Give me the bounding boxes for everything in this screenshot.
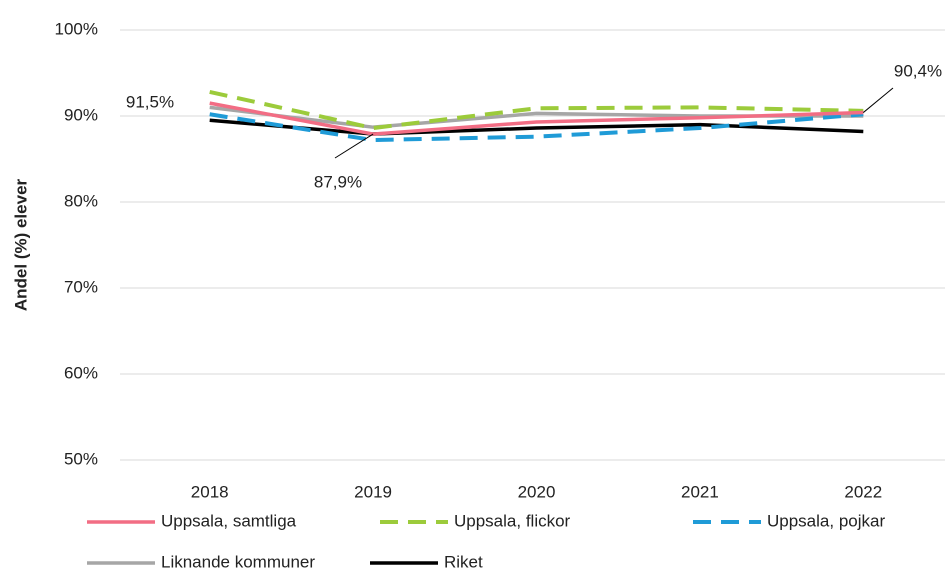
data-label: 90,4% — [894, 61, 942, 80]
y-tick-label: 60% — [64, 363, 98, 382]
y-axis-title: Andel (%) elever — [11, 178, 30, 311]
data-label: 87,9% — [314, 172, 362, 191]
x-tick-label: 2021 — [681, 482, 719, 501]
legend-label: Uppsala, samtliga — [161, 511, 297, 530]
y-tick-label: 70% — [64, 277, 98, 296]
y-tick-label: 80% — [64, 191, 98, 210]
series-line — [209, 101, 864, 136]
x-tick-label: 2018 — [191, 482, 229, 501]
legend-label: Riket — [444, 552, 483, 571]
x-tick-label: 2019 — [354, 482, 392, 501]
leader-line — [862, 87, 894, 113]
x-tick-label: 2022 — [844, 482, 882, 501]
series-line — [209, 112, 864, 143]
y-tick-label: 90% — [64, 105, 98, 124]
series-line — [209, 89, 864, 131]
leader-line — [334, 133, 374, 159]
legend-label: Uppsala, flickor — [454, 511, 571, 530]
x-tick-label: 2020 — [518, 482, 556, 501]
y-tick-label: 100% — [55, 19, 98, 38]
legend-label: Liknande kommuner — [161, 552, 315, 571]
y-tick-label: 50% — [64, 449, 98, 468]
data-label: 91,5% — [126, 92, 174, 111]
legend-label: Uppsala, pojkar — [767, 511, 885, 530]
series-line — [209, 118, 864, 136]
